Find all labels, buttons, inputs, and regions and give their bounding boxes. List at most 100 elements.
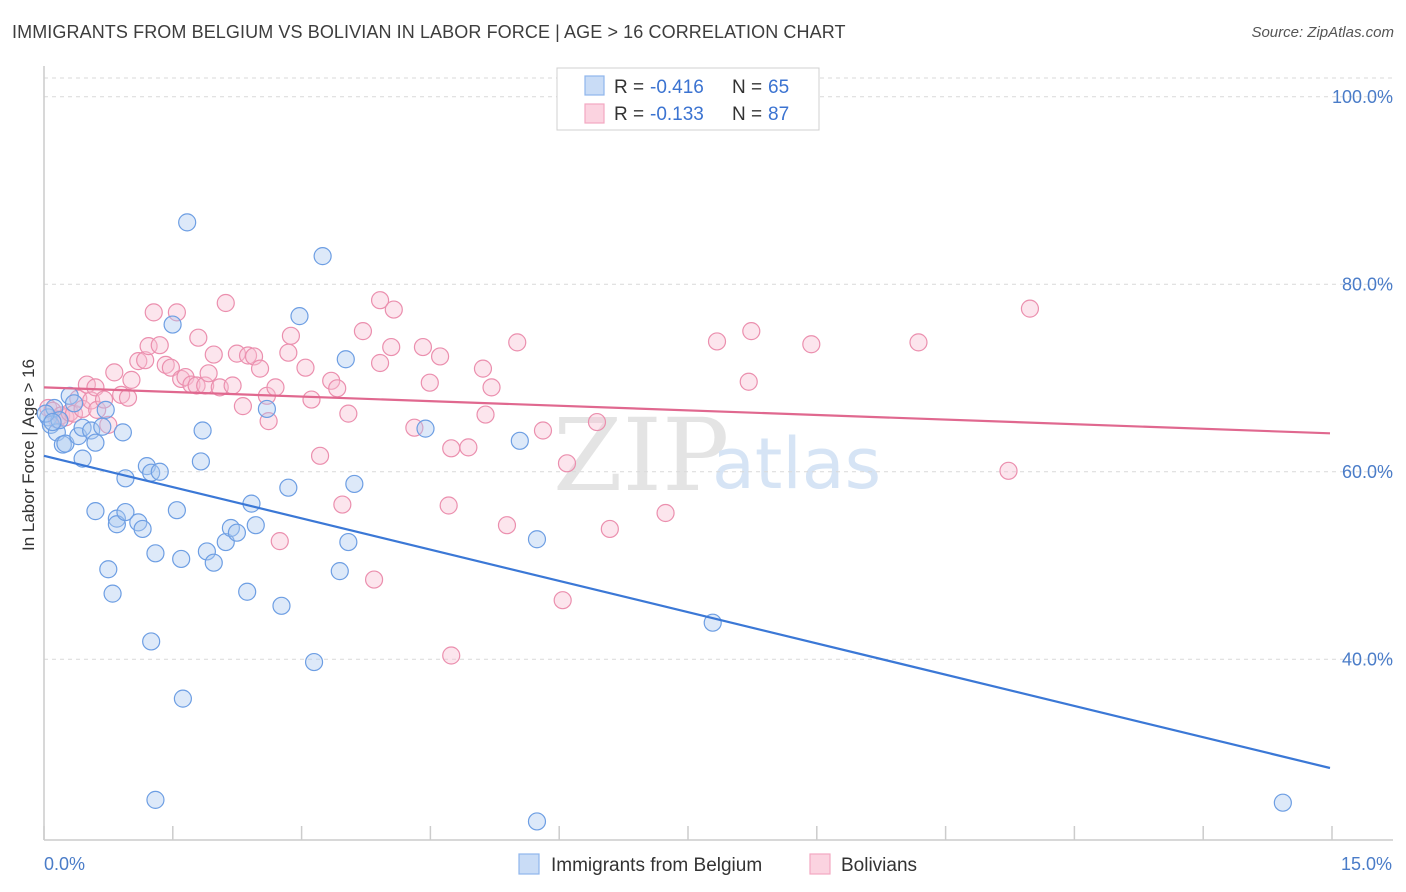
point-bolivians-81 (707, 332, 727, 351)
y-axis-title: In Labor Force | Age > 16 (19, 359, 38, 551)
point-bolivians-40 (238, 346, 258, 365)
point-belgium-18 (103, 584, 122, 603)
point-bolivians-58 (370, 291, 390, 310)
point-bolivians-61 (384, 300, 403, 319)
point-bolivians-60 (382, 337, 401, 357)
point-belgium-47 (257, 399, 277, 419)
trend-lines (43, 386, 1331, 770)
legend-swatch-bolivians (584, 103, 605, 124)
point-belgium-58 (510, 431, 529, 450)
bottom-legend-label-bolivians: Bolivians (841, 855, 917, 876)
point-belgium-35 (173, 689, 192, 708)
point-belgium-37 (193, 421, 212, 440)
point-bolivians-42 (250, 359, 270, 378)
point-bolivians-56 (353, 322, 373, 341)
point-belgium-43 (227, 523, 246, 542)
point-bolivians-54 (333, 495, 352, 514)
bottom-legend-label-belgium: Immigrants from Belgium (551, 855, 762, 876)
legend-r-value-bolivians: -0.133 (650, 104, 704, 125)
point-bolivians-59 (370, 353, 390, 373)
point-belgium-36 (178, 213, 197, 232)
point-bolivians-64 (420, 373, 439, 392)
point-bolivians-22 (144, 303, 163, 322)
point-bolivians-52 (322, 371, 341, 390)
point-bolivians-46 (270, 532, 289, 551)
point-bolivians-84 (802, 335, 821, 354)
point-belgium-64 (43, 412, 62, 432)
point-bolivians-18 (122, 370, 141, 389)
series-belgium (36, 213, 1292, 831)
watermark: ZIP atlas (553, 397, 881, 514)
legend-r-label-bolivians: R = (614, 104, 644, 125)
point-bolivians-15 (105, 363, 124, 382)
trend-line-bolivians (43, 386, 1331, 435)
point-belgium-21 (113, 423, 132, 442)
gridlines (44, 77, 1393, 660)
legend-n-value-bolivians: 87 (768, 104, 789, 125)
point-bolivians-77 (557, 454, 577, 473)
point-belgium-25 (133, 519, 152, 539)
point-belgium-38 (191, 452, 210, 471)
source-label: Source: ZipAtlas.com (1251, 24, 1394, 41)
point-belgium-62 (1273, 793, 1292, 812)
point-bolivians-45 (266, 378, 285, 397)
y-tick-label-2: 60.0% (1342, 462, 1393, 482)
point-bolivians-23 (150, 336, 169, 355)
y-tick-label-3: 40.0% (1342, 649, 1393, 669)
bottom-legend-swatch-bolivians (809, 853, 831, 875)
point-belgium-55 (339, 532, 358, 552)
point-bolivians-55 (339, 404, 358, 423)
point-bolivians-68 (442, 646, 461, 665)
point-belgium-17 (99, 560, 118, 579)
point-bolivians-17 (118, 388, 138, 407)
point-belgium-42 (221, 518, 240, 538)
point-belgium-53 (330, 562, 349, 581)
bottom-legend: Immigrants from Belgium Bolivians (518, 853, 917, 876)
legend-n-label-bolivians: N = (732, 104, 762, 125)
point-bolivians-63 (413, 337, 433, 357)
point-bolivians-31 (189, 328, 208, 347)
legend-r-value-belgium: -0.416 (650, 77, 704, 98)
point-belgium-48 (272, 596, 291, 615)
point-belgium-8 (64, 394, 84, 413)
point-bolivians-49 (296, 358, 315, 377)
point-belgium-30 (142, 632, 161, 651)
point-bolivians-70 (473, 359, 493, 378)
bottom-legend-swatch-belgium (518, 853, 540, 875)
series-bolivians (39, 291, 1040, 665)
point-belgium-46 (246, 516, 265, 535)
point-bolivians-57 (364, 570, 384, 589)
watermark-atlas: atlas (712, 423, 881, 505)
point-bolivians-85 (909, 333, 928, 352)
point-belgium-13 (86, 433, 105, 452)
point-belgium-31 (146, 790, 165, 809)
point-bolivians-51 (310, 446, 330, 465)
point-bolivians-86 (999, 461, 1018, 480)
legend-swatch-belgium (584, 75, 605, 96)
point-belgium-15 (93, 417, 112, 436)
y-tick-label-1: 80.0% (1342, 274, 1393, 294)
legend-r-label-belgium: R = (614, 77, 644, 98)
x-tick-label-max: 15.0% (1341, 854, 1392, 874)
point-belgium-54 (336, 350, 355, 369)
point-belgium-16 (96, 400, 115, 419)
point-belgium-59 (527, 530, 547, 549)
point-belgium-40 (204, 553, 223, 572)
legend: R = -0.416 N = 65 R = -0.133 N = 87 (556, 67, 820, 131)
point-bolivians-72 (482, 378, 501, 397)
point-bolivians-34 (204, 345, 223, 364)
point-belgium-22 (116, 502, 135, 522)
point-bolivians-33 (199, 364, 218, 383)
axes (43, 66, 1393, 841)
point-belgium-23 (116, 469, 135, 488)
point-belgium-28 (146, 544, 165, 563)
point-bolivians-47 (279, 343, 298, 362)
point-bolivians-65 (430, 347, 450, 366)
point-bolivians-20 (136, 351, 155, 370)
point-belgium-32 (163, 315, 182, 334)
point-bolivians-48 (281, 326, 301, 345)
point-bolivians-80 (656, 503, 675, 523)
point-bolivians-24 (156, 355, 175, 374)
point-belgium-52 (313, 247, 332, 266)
